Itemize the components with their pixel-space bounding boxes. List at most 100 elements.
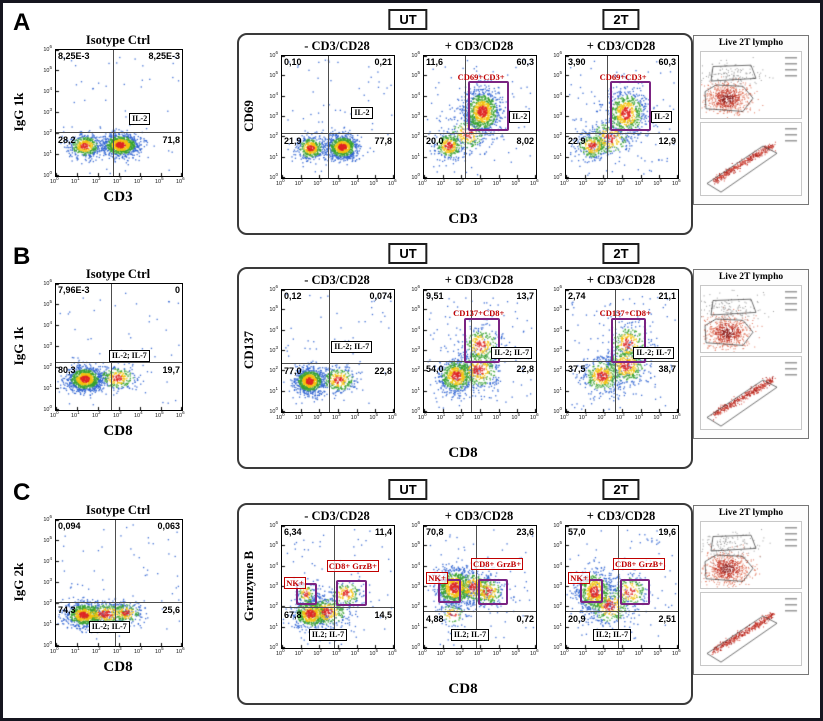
gate-box: [478, 578, 509, 606]
axis-tick-label: 103: [332, 412, 341, 421]
axis-tick-label: 101: [43, 619, 52, 628]
marker-label-box: IL2; IL-7: [592, 628, 632, 641]
x-axis-ticks: 100 101 102 103 104 105 106: [276, 648, 397, 657]
axis-tick-label: 106: [411, 50, 420, 59]
quadrant-label-ul: 11,6: [426, 57, 444, 67]
flow-plot-area: 0,12 0,074 77,0 22,8 IL-2; IL-7: [281, 289, 395, 413]
x-axis-ticks: 100 101 102 103 104 105 106: [50, 646, 185, 655]
axis-tick-label: 100: [50, 176, 59, 185]
axis-tick-label: 105: [43, 65, 52, 74]
axis-tick-label: 102: [92, 410, 101, 419]
axis-tick-label: 101: [269, 151, 278, 161]
axis-tick-label: 104: [134, 646, 143, 655]
quadrant-label-ur: 60,3: [658, 57, 676, 67]
axis-tick-label: 105: [43, 299, 52, 308]
plot-title: + CD3/CD28: [586, 273, 656, 287]
flow-plot: Isotype Ctrl 0,094 0,063 74,3 25,6 IL-2; IL-7…: [31, 503, 185, 659]
quadrant-label-ll: 77,0: [284, 366, 302, 377]
quadrant-label-lr: 12,9: [658, 136, 676, 147]
gate-label: CD69+CD3+: [599, 71, 647, 82]
flow-plot-area: 70,8 23,6 4,88 0,72 NK+ CD8+ GrzB+ IL2; IL-7: [423, 525, 537, 649]
flow-plot-area: 2,74 21,1 37,5 38,7 CD137+CD8+ IL-2; IL-7: [565, 289, 679, 413]
quadrant-label-ur: 13,7: [516, 291, 534, 301]
axis-tick-label: 105: [411, 540, 420, 550]
axis-tick-label: 104: [634, 178, 644, 187]
axis-tick-label: 101: [411, 151, 420, 161]
axis-tick-label: 106: [176, 410, 185, 419]
axis-tick-label: 104: [492, 412, 502, 421]
quadrant-divider-vertical: [112, 50, 114, 176]
axis-tick-label: 103: [269, 345, 278, 354]
flow-plot: - CD3/CD28 0,12 0,074 77,0 22,8 IL-2; IL-7 100…: [261, 273, 396, 425]
axis-tick-label: 100: [50, 410, 59, 419]
quadrant-label-lr: 22,8: [374, 366, 392, 377]
axis-tick-label: 104: [553, 324, 562, 334]
axis-tick-label: 102: [553, 601, 562, 611]
x-axis-ticks: 100 101 102 103 104 105 106: [418, 648, 539, 657]
axis-tick-label: 102: [43, 598, 52, 607]
axis-tick-label: 106: [43, 278, 52, 287]
axis-tick-label: 100: [276, 412, 285, 421]
isotype-x-axis-label: CD8: [103, 659, 133, 675]
marker-label-box: IL-2; IL-7: [633, 347, 675, 360]
side-panel-live-2t-lympho: Live 2T lympho: [693, 505, 809, 675]
plot-title: - CD3/CD28: [304, 509, 370, 523]
quadrant-divider-vertical: [328, 290, 330, 412]
flow-plot-area: 9,51 13,7 54,0 22,8 CD137+CD8+ IL-2; IL-7: [423, 289, 537, 413]
condition-header-ut: UT: [388, 479, 428, 500]
quadrant-label-lr: 38,7: [658, 364, 676, 375]
plot-title: - CD3/CD28: [304, 273, 370, 287]
condition-header-2t: 2T: [602, 9, 640, 30]
marker-label-box: IL-2; IL-7: [331, 341, 373, 354]
axis-tick-label: 103: [113, 646, 122, 655]
axis-tick-label: 105: [511, 178, 520, 187]
axis-tick-label: 101: [553, 151, 562, 161]
gate-box: [620, 578, 651, 606]
gate-label: CD137+CD8+: [453, 308, 505, 319]
axis-tick-label: 101: [71, 410, 80, 419]
axis-tick-label: 100: [418, 412, 427, 421]
axis-tick-label: 102: [411, 131, 420, 141]
axis-tick-label: 101: [436, 648, 446, 657]
y-axis-ticks: 100 101 102 103 104 105 106: [545, 520, 562, 651]
axis-tick-label: 106: [388, 648, 397, 657]
axis-tick-label: 102: [455, 648, 464, 657]
group-y-axis-label: CD137: [241, 330, 256, 370]
axis-tick-label: 106: [388, 178, 397, 187]
side-panel-title: Live 2T lympho: [718, 38, 784, 48]
axis-tick-label: 104: [411, 560, 420, 570]
axis-tick-label: 103: [269, 111, 278, 120]
axis-tick-label: 102: [313, 178, 322, 187]
y-axis-ticks: 100 101 102 103 104 105 106: [31, 514, 52, 649]
axis-tick-label: 104: [43, 86, 52, 95]
axis-tick-label: 100: [553, 406, 562, 415]
singlet-gate-canvas: [700, 592, 802, 666]
gate-label: NK+: [426, 572, 448, 585]
isotype-y-axis-label: IgG 2k: [11, 562, 26, 602]
panel-row-c: C Isotype Ctrl 0,094 0,063 74,3 25,6 IL-2; IL-…: [3, 479, 820, 711]
quadrant-divider-vertical: [476, 526, 478, 648]
axis-tick-label: 103: [43, 577, 52, 586]
quadrant-label-ur: 8,25E-3: [148, 51, 180, 61]
y-axis-ticks: 100 101 102 103 104 105 106: [403, 50, 420, 181]
axis-tick-label: 105: [369, 412, 378, 421]
y-axis-ticks: 100 101 102 103 104 105 106: [261, 520, 278, 651]
axis-tick-label: 100: [560, 412, 569, 421]
marker-label-box: IL-2: [651, 110, 673, 123]
gate-label: CD69+CD3+: [457, 71, 505, 82]
axis-tick-label: 106: [269, 520, 278, 529]
axis-tick-label: 105: [155, 410, 164, 419]
axis-tick-label: 101: [578, 648, 588, 657]
axis-tick-label: 100: [269, 172, 278, 181]
flow-plot-area: 0,094 0,063 74,3 25,6 IL-2; IL-7: [55, 519, 183, 647]
axis-tick-label: 105: [155, 646, 164, 655]
plot-title: Isotype Ctrl: [85, 267, 151, 281]
quadrant-label-ur: 0,063: [157, 521, 180, 531]
axis-tick-label: 100: [43, 640, 52, 649]
quadrant-divider-vertical: [618, 526, 620, 648]
quadrant-label-ll: 20,9: [568, 614, 586, 625]
axis-tick-label: 106: [176, 646, 185, 655]
axis-tick-label: 100: [269, 406, 278, 415]
side-panel-live-2t-lympho: Live 2T lympho: [693, 269, 809, 439]
side-panel-title: Live 2T lympho: [718, 272, 784, 282]
